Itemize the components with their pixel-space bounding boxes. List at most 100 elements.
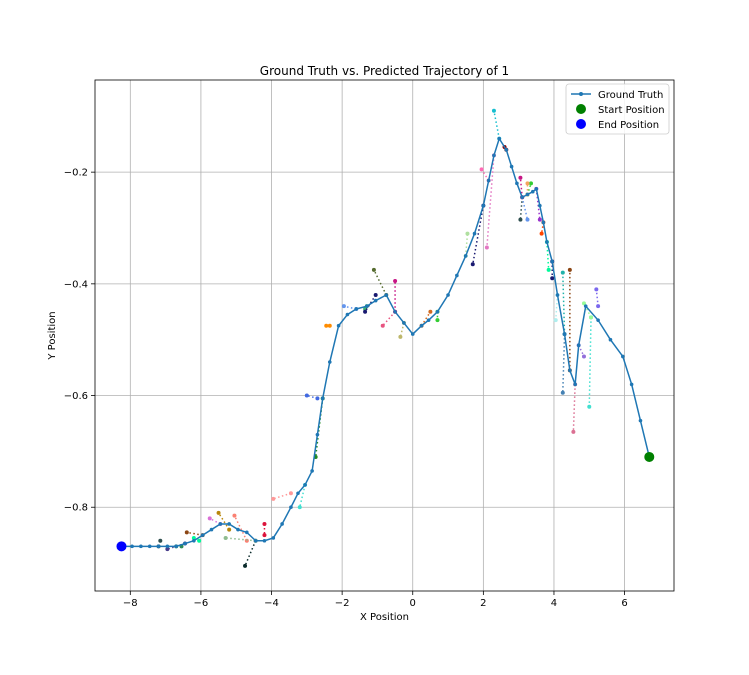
predicted-point xyxy=(380,323,385,328)
predicted-path xyxy=(225,537,256,542)
predicted-path xyxy=(399,322,405,338)
ground-truth-point xyxy=(446,293,450,297)
ground-truth-point xyxy=(365,304,369,308)
predicted-point xyxy=(191,535,196,540)
predicted-path xyxy=(519,177,523,198)
predicted-path xyxy=(314,398,324,458)
ground-truth-point xyxy=(236,527,240,532)
ground-truth-point xyxy=(455,273,459,278)
predicted-path xyxy=(233,515,248,542)
ground-truth-point xyxy=(183,541,187,546)
ground-truth-point xyxy=(147,544,152,549)
predicted-point xyxy=(243,563,248,568)
ground-truth-point xyxy=(573,382,577,387)
end-position-marker xyxy=(116,541,127,552)
predicted-point xyxy=(165,547,170,552)
predicted-point xyxy=(297,505,302,510)
predicted-point xyxy=(546,267,551,272)
predicted-point xyxy=(525,217,530,222)
ground-truth-point xyxy=(492,153,496,158)
ground-truth-point xyxy=(402,321,406,325)
ground-truth-point xyxy=(621,354,625,359)
predicted-point xyxy=(581,301,586,306)
ground-truth-point xyxy=(426,318,431,322)
predicted-point xyxy=(594,287,599,292)
predicted-point xyxy=(560,390,565,395)
ground-truth-point xyxy=(596,318,600,322)
ground-truth-series xyxy=(119,136,652,549)
ground-truth-point xyxy=(209,527,214,532)
predicted-point xyxy=(327,323,332,328)
ground-truth-point xyxy=(435,309,440,314)
predicted-path xyxy=(588,317,592,407)
predicted-point xyxy=(587,404,592,409)
predicted-point xyxy=(479,167,484,172)
x-tick-label: −2 xyxy=(335,598,350,609)
ground-truth-point xyxy=(354,307,359,311)
ground-truth-point xyxy=(538,203,542,208)
ground-truth-point xyxy=(345,312,350,317)
predicted-path xyxy=(595,289,599,307)
ground-truth-point xyxy=(504,148,509,152)
predicted-point xyxy=(324,323,329,328)
ground-truth-point xyxy=(393,309,397,314)
predicted-point xyxy=(529,181,534,186)
predicted-point xyxy=(398,334,403,339)
predicted-path xyxy=(546,241,550,270)
predicted-point xyxy=(223,535,228,540)
plot-frame xyxy=(94,79,675,592)
predicted-path xyxy=(373,269,387,296)
y-axis-label: Y Position xyxy=(47,311,58,360)
ground-truth-point xyxy=(576,343,581,348)
predicted-point xyxy=(288,491,293,496)
legend-end-marker xyxy=(576,119,586,129)
predicted-point xyxy=(371,267,376,272)
y-tick-label: −0.4 xyxy=(64,279,88,290)
predicted-path xyxy=(273,492,292,500)
ground-truth-point xyxy=(384,293,389,297)
ground-truth-point xyxy=(562,332,567,336)
ground-truth-point xyxy=(200,533,205,537)
predicted-path xyxy=(186,531,203,536)
ground-truth-point xyxy=(320,396,325,401)
predicted-point xyxy=(184,530,189,535)
predicted-point xyxy=(571,429,576,434)
predicted-path xyxy=(382,311,396,327)
predicted-point xyxy=(428,309,433,314)
ground-truth-point xyxy=(303,483,307,487)
ground-truth-point xyxy=(472,231,477,236)
predicted-point xyxy=(465,231,470,236)
ground-truth-point xyxy=(629,382,634,387)
predicted-path xyxy=(244,540,257,567)
predicted-point xyxy=(158,538,163,543)
predicted-point xyxy=(550,276,555,281)
predicted-path xyxy=(562,334,566,393)
predicted-path xyxy=(217,512,230,530)
ground-truth-point xyxy=(410,332,415,336)
ground-truth-point xyxy=(327,360,332,364)
x-axis-label: X Position xyxy=(360,612,409,623)
legend-box xyxy=(565,83,670,135)
start-end-markers xyxy=(116,451,655,552)
x-tick-label: 2 xyxy=(480,598,486,609)
predicted-point xyxy=(596,304,601,309)
predicted-point xyxy=(216,510,221,515)
x-tick-label: 6 xyxy=(621,598,627,609)
ground-truth-point xyxy=(525,192,530,197)
ground-truth-point xyxy=(139,544,143,549)
ground-truth-point xyxy=(174,544,179,549)
predicted-point xyxy=(518,217,523,222)
ground-truth-point xyxy=(545,240,549,244)
ground-truth-point xyxy=(289,505,293,510)
ground-truth-point xyxy=(583,304,588,308)
ground-truth-point xyxy=(520,195,524,200)
ground-truth-point xyxy=(156,544,161,549)
x-tick-label: 0 xyxy=(410,598,416,609)
ground-truth-point xyxy=(638,418,643,423)
ground-truth-point xyxy=(497,136,502,141)
predicted-point xyxy=(341,304,346,309)
legend-ground-truth-marker xyxy=(579,92,583,96)
predicted-point xyxy=(207,516,212,521)
ground-truth-point xyxy=(550,259,554,264)
predicted-path xyxy=(493,110,500,139)
